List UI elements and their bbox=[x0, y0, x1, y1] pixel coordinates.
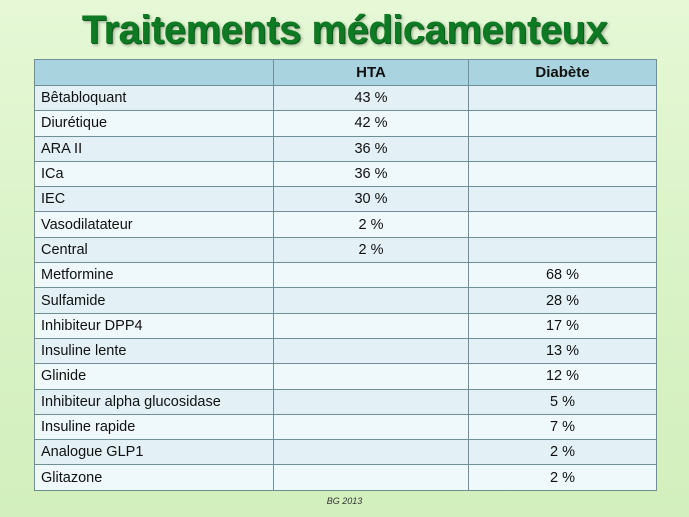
hta-value-cell: 2 % bbox=[273, 236, 469, 264]
hta-value-cell: 30 % bbox=[273, 186, 469, 213]
hta-value-cell bbox=[273, 312, 469, 339]
table-body: Bêtabloquant 43 % Diurétique 42 % ARA II 36 %… bbox=[34, 84, 657, 491]
treatment-name-cell: Glinide bbox=[34, 363, 274, 390]
table-row: Inhibiteur DPP4 17 % bbox=[34, 312, 657, 339]
treatment-name-cell: Metformine bbox=[34, 262, 274, 289]
hta-value-cell: 2 % bbox=[273, 211, 469, 238]
hta-value-cell bbox=[273, 388, 469, 415]
treatment-name-cell: Sulfamide bbox=[34, 287, 274, 314]
table-row: Metformine 68 % bbox=[34, 262, 657, 289]
diabete-value-cell bbox=[468, 160, 657, 188]
hta-value-cell: 42 % bbox=[273, 110, 469, 137]
diabete-value-cell bbox=[468, 110, 657, 137]
table-row: Bêtabloquant 43 % bbox=[34, 84, 657, 112]
diabete-value-cell: 28 % bbox=[468, 287, 657, 314]
table-row: Central 2 % bbox=[34, 236, 657, 264]
table-row: ARA II 36 % bbox=[34, 135, 657, 162]
treatment-name-cell: IEC bbox=[34, 186, 274, 213]
treatment-name-cell: Glitazone bbox=[34, 464, 274, 491]
diabete-value-cell: 12 % bbox=[468, 363, 657, 390]
table-row: IEC 30 % bbox=[34, 186, 657, 213]
table-row: Insuline rapide 7 % bbox=[34, 413, 657, 441]
table-row: ICa 36 % bbox=[34, 160, 657, 188]
table-row: Diurétique 42 % bbox=[34, 110, 657, 137]
treatment-name-cell: ARA II bbox=[34, 135, 274, 162]
hta-value-cell: 36 % bbox=[273, 135, 469, 162]
treatment-table-container: HTA Diabète Bêtabloquant 43 % Diurétique 42… bbox=[34, 59, 657, 491]
hta-value-cell bbox=[273, 363, 469, 390]
diabete-value-cell bbox=[468, 186, 657, 213]
table-row: Sulfamide 28 % bbox=[34, 287, 657, 314]
table-header: HTA Diabète bbox=[34, 59, 657, 86]
diabete-value-cell bbox=[468, 84, 657, 112]
treatment-name-cell: Inhibiteur DPP4 bbox=[34, 312, 274, 339]
hta-value-cell bbox=[273, 337, 469, 365]
diabete-value-cell bbox=[468, 236, 657, 264]
diabete-value-cell bbox=[468, 135, 657, 162]
table-row: Vasodilatateur 2 % bbox=[34, 211, 657, 238]
header-cell-treatment bbox=[34, 59, 274, 86]
treatment-table: HTA Diabète Bêtabloquant 43 % Diurétique 42… bbox=[34, 59, 657, 491]
treatment-name-cell: Diurétique bbox=[34, 110, 274, 137]
treatment-name-cell: Central bbox=[34, 236, 274, 264]
diabete-value-cell: 17 % bbox=[468, 312, 657, 339]
footer-credit: BG 2013 bbox=[326, 496, 363, 506]
header-cell-diabete: Diabète bbox=[468, 59, 657, 86]
treatment-name-cell: Inhibiteur alpha glucosidase bbox=[34, 388, 274, 415]
diabete-value-cell bbox=[468, 211, 657, 238]
slide-title: Traitements médicamenteux bbox=[81, 8, 608, 52]
hta-value-cell: 43 % bbox=[273, 84, 469, 112]
treatment-name-cell: Bêtabloquant bbox=[34, 84, 274, 112]
hta-value-cell bbox=[273, 439, 469, 466]
treatment-name-cell: Insuline rapide bbox=[34, 413, 274, 441]
header-cell-hta: HTA bbox=[273, 59, 469, 86]
table-row: Glitazone 2 % bbox=[34, 464, 657, 491]
table-row: Glinide 12 % bbox=[34, 363, 657, 390]
hta-value-cell bbox=[273, 413, 469, 441]
hta-value-cell bbox=[273, 262, 469, 289]
diabete-value-cell: 13 % bbox=[468, 337, 657, 365]
diabete-value-cell: 68 % bbox=[468, 262, 657, 289]
diabete-value-cell: 2 % bbox=[468, 439, 657, 466]
diabete-value-cell: 2 % bbox=[468, 464, 657, 491]
header-row: HTA Diabète bbox=[34, 59, 657, 86]
treatment-name-cell: Analogue GLP1 bbox=[34, 439, 274, 466]
treatment-name-cell: Insuline lente bbox=[34, 337, 274, 365]
diabete-value-cell: 7 % bbox=[468, 413, 657, 441]
table-row: Analogue GLP1 2 % bbox=[34, 439, 657, 466]
diabete-value-cell: 5 % bbox=[468, 388, 657, 415]
treatment-name-cell: ICa bbox=[34, 160, 274, 188]
hta-value-cell bbox=[273, 287, 469, 314]
hta-value-cell: 36 % bbox=[273, 160, 469, 188]
hta-value-cell bbox=[273, 464, 469, 491]
table-row: Inhibiteur alpha glucosidase 5 % bbox=[34, 388, 657, 415]
table-row: Insuline lente 13 % bbox=[34, 337, 657, 365]
treatment-name-cell: Vasodilatateur bbox=[34, 211, 274, 238]
